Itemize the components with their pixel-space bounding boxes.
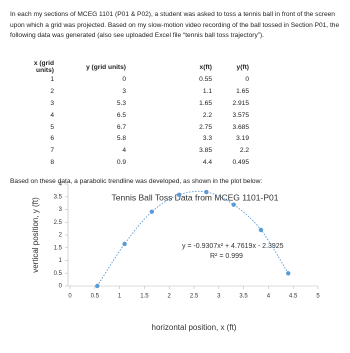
table-header: x(ft) xyxy=(199,63,212,71)
y-tick-label: 3.5 xyxy=(54,194,63,200)
table-row: 6 5.8 3.3 3.19 xyxy=(18,133,249,145)
trendline xyxy=(96,190,289,287)
x-tick-label: 3 xyxy=(217,294,221,300)
table-cell: 2.2 xyxy=(239,147,249,155)
table-cell: 1.65 xyxy=(199,99,212,107)
table-cell: 3.85 xyxy=(199,147,212,155)
chart-title: Tennis Ball Toss Data from MCEG 1101-P01 xyxy=(112,192,279,202)
data-point xyxy=(95,283,100,289)
data-point xyxy=(258,227,264,233)
table-cell: 3 xyxy=(50,99,54,107)
y-tick-label: 0.5 xyxy=(54,271,63,277)
x-tick-label: 2 xyxy=(168,294,172,300)
y-axis-label: vertical position, y (ft) xyxy=(31,197,40,273)
table-cell: 4 xyxy=(122,147,126,155)
table-row: 8 0.9 4.4 0.495 xyxy=(18,157,249,169)
table-cell: 1.65 xyxy=(236,88,249,96)
table-row: 3 5.3 1.65 2.915 xyxy=(18,98,249,110)
x-tick-label: 1.5 xyxy=(140,294,149,300)
y-tick-label: 4 xyxy=(59,182,63,188)
x-tick-label: 2.5 xyxy=(190,294,199,300)
x-tick-label: 4.5 xyxy=(289,294,298,300)
table-cell: 3.3 xyxy=(202,135,212,143)
table-cell: 5 xyxy=(50,123,54,131)
data-point xyxy=(149,209,155,214)
table-cell: 0.55 xyxy=(199,76,212,84)
table-cell: 0 xyxy=(122,76,126,84)
table-cell: 2.915 xyxy=(232,99,249,107)
table-cell: 2 xyxy=(50,88,54,96)
data-point xyxy=(122,241,127,247)
table-cell: 8 xyxy=(50,158,54,166)
y-tick-label: 3 xyxy=(59,207,63,213)
table-header: y (grid units) xyxy=(86,63,126,71)
x-tick-label: 3.5 xyxy=(239,294,248,300)
table-row: 1 0 0.55 0 xyxy=(18,74,249,86)
table-cell: 6.7 xyxy=(116,123,126,131)
table-cell: 4 xyxy=(50,111,54,119)
x-tick-label: 0.5 xyxy=(91,294,100,300)
table-cell: 0 xyxy=(245,76,249,84)
table-row: 7 4 3.85 2.2 xyxy=(18,145,249,157)
table-row: 5 6.7 2.75 3.685 xyxy=(18,121,249,133)
table-cell: 2.75 xyxy=(199,123,212,131)
x-tick-label: 4 xyxy=(267,294,271,300)
data-point xyxy=(231,202,236,207)
table-cell: 0.495 xyxy=(232,158,249,166)
table-header: y(ft) xyxy=(236,63,249,71)
table-cell: 6.5 xyxy=(116,111,126,119)
table-cell: 3.685 xyxy=(232,123,249,131)
x-tick-label: 0 xyxy=(68,294,72,300)
x-tick-label: 1 xyxy=(118,294,122,300)
table-header: x (grid units) xyxy=(33,60,54,74)
table-row: 2 3 1.1 1.65 xyxy=(18,86,249,98)
table-cell: 3.575 xyxy=(232,111,249,119)
y-tick-label: 1.5 xyxy=(54,245,63,251)
caption: Based on these data, a parabolic trendli… xyxy=(10,178,263,185)
data-point xyxy=(176,192,182,198)
table-cell: 4.4 xyxy=(202,158,212,166)
table-cell: 2.2 xyxy=(202,111,212,119)
intro-text: In each my sections of MCEG 1101 (P01 & … xyxy=(10,11,340,39)
table-cell: 7 xyxy=(50,147,54,155)
y-tick-label: 1 xyxy=(59,258,63,264)
y-tick-label: 0 xyxy=(59,284,63,290)
x-tick-label: 5 xyxy=(316,294,320,300)
r-squared: R² = 0.999 xyxy=(210,253,243,260)
table-cell: 3 xyxy=(122,88,126,96)
trendline-equation: y = -0.9307x² + 4.7619x - 2.3925 xyxy=(182,243,284,250)
x-axis-label: horizontal position, x (ft) xyxy=(152,323,237,332)
table-cell: 6 xyxy=(50,135,54,143)
table-cell: 1.1 xyxy=(202,88,212,96)
data-point xyxy=(286,271,291,276)
table-cell: 5.3 xyxy=(116,99,126,107)
y-tick-label: 2.5 xyxy=(54,220,63,226)
table-cell: 1 xyxy=(50,76,54,84)
y-tick-label: 2 xyxy=(59,233,63,239)
table-cell: 5.8 xyxy=(116,135,126,143)
data-table: x (grid units) y (grid units) x(ft) y(ft) 1 0… xyxy=(18,60,249,168)
data-point xyxy=(204,189,209,195)
table-cell: 0.9 xyxy=(116,158,126,166)
table-row: 4 6.5 2.2 3.575 xyxy=(18,109,249,121)
table-cell: 3.19 xyxy=(236,135,249,143)
